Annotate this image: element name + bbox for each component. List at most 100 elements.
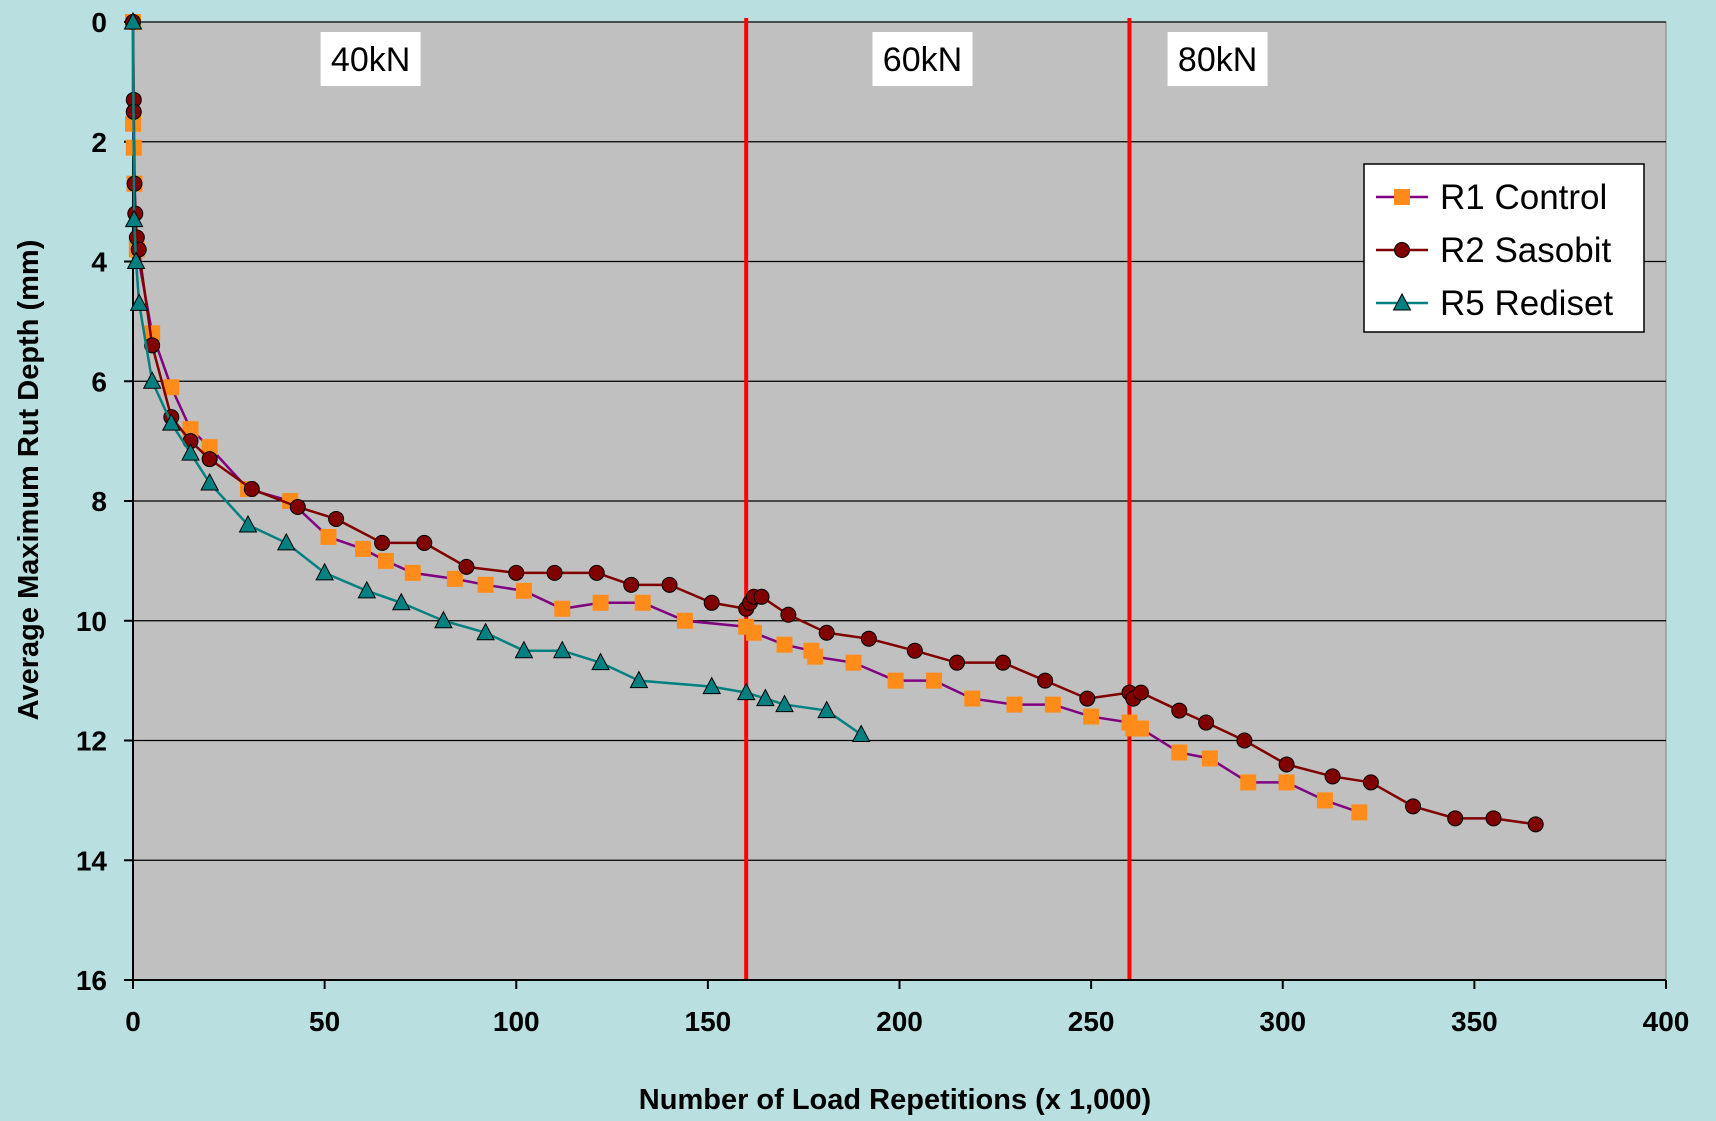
- y-axis-title: Average Maximum Rut Depth (mm): [13, 240, 45, 721]
- x-tick-label: 200: [876, 1006, 923, 1037]
- legend-label: R5 Rediset: [1440, 284, 1613, 323]
- data-point: [948, 654, 965, 671]
- legend-label: R1 Control: [1440, 178, 1607, 217]
- data-point: [181, 443, 200, 461]
- y-tick-label: 4: [91, 247, 107, 278]
- data-point: [703, 594, 720, 611]
- region-label-box: 40kN: [320, 32, 421, 86]
- data-point: [1198, 714, 1215, 731]
- legend-entry: R5 Rediset: [1376, 284, 1613, 323]
- legend-label: R2 Sasobit: [1440, 231, 1611, 270]
- data-point: [546, 564, 563, 581]
- data-point: [1171, 702, 1188, 719]
- data-point: [434, 610, 453, 629]
- data-point: [964, 690, 981, 707]
- data-point: [476, 622, 495, 641]
- region-label-box: 60kN: [872, 32, 973, 86]
- data-point: [144, 325, 161, 342]
- data-point: [1236, 732, 1253, 749]
- data-point: [775, 694, 794, 713]
- y-tick-label: 16: [76, 965, 107, 996]
- data-point: [354, 540, 371, 557]
- x-axis-title: Number of Load Repetitions (x 1,000): [639, 1084, 1151, 1116]
- load-boundary-lines: [744, 18, 1132, 980]
- data-point: [845, 654, 862, 671]
- data-point: [142, 371, 162, 389]
- data-point: [201, 451, 218, 468]
- data-point: [404, 564, 421, 581]
- data-point: [130, 241, 147, 258]
- data-point: [994, 654, 1011, 671]
- data-point: [661, 576, 678, 593]
- x-tick-label: 300: [1259, 1006, 1306, 1037]
- data-point: [1201, 750, 1218, 767]
- data-point: [1083, 708, 1100, 725]
- data-point: [1351, 804, 1368, 821]
- data-point: [1278, 756, 1295, 773]
- data-point: [1324, 768, 1341, 785]
- data-point: [328, 510, 345, 527]
- data-point: [588, 564, 605, 581]
- data-point: [200, 472, 219, 491]
- data-point: [416, 534, 433, 551]
- data-point: [1132, 684, 1149, 701]
- data-point: [508, 564, 525, 581]
- data-point: [736, 682, 756, 701]
- x-tick-label: 350: [1451, 1006, 1498, 1037]
- x-tick-label: 100: [493, 1006, 540, 1037]
- data-point: [592, 594, 609, 611]
- data-point: [1485, 810, 1502, 827]
- x-tick-label: 150: [685, 1006, 732, 1037]
- y-tick-label: 12: [76, 726, 107, 757]
- data-point: [807, 648, 824, 665]
- load-region-labels: 40kN 60kN 80kN: [320, 32, 1268, 86]
- data-point: [1006, 696, 1023, 713]
- data-point: [745, 624, 762, 641]
- region-label-text: 40kN: [331, 41, 410, 79]
- data-point: [554, 600, 571, 617]
- legend-entry: R2 Sasobit: [1376, 231, 1611, 270]
- data-point: [126, 251, 146, 269]
- data-point: [552, 640, 572, 659]
- data-point: [357, 580, 377, 599]
- series-r5-rediset: [123, 11, 871, 743]
- data-point: [780, 606, 797, 623]
- legend-marker: [1392, 292, 1412, 311]
- legend-marker: [1394, 242, 1410, 258]
- data-point: [925, 672, 942, 689]
- data-point: [1278, 774, 1295, 791]
- data-point: [123, 11, 143, 30]
- data-point: [515, 582, 532, 599]
- data-point: [851, 724, 871, 743]
- region-label-background: [872, 32, 973, 86]
- series-lines: [123, 11, 1544, 833]
- region-label-background: [1167, 32, 1268, 86]
- legend: R1 Control R2 Sasobit R5 Rediset: [1363, 163, 1645, 333]
- data-point: [1171, 744, 1188, 761]
- data-point: [817, 700, 837, 719]
- data-point: [315, 562, 334, 581]
- y-tick-label: 6: [91, 366, 107, 397]
- data-point: [377, 552, 394, 569]
- data-point: [477, 576, 494, 593]
- data-point: [161, 413, 181, 431]
- data-point: [289, 498, 306, 515]
- data-point: [1362, 774, 1379, 791]
- data-point: [1079, 690, 1096, 707]
- y-tick-label: 10: [76, 606, 107, 637]
- data-point: [860, 630, 877, 647]
- legend-entry: R1 Control: [1376, 178, 1607, 217]
- data-point: [320, 528, 337, 545]
- data-point: [623, 576, 640, 593]
- x-tick-label: 50: [309, 1006, 340, 1037]
- data-point: [1316, 792, 1333, 809]
- data-point: [591, 652, 610, 671]
- data-point: [634, 594, 651, 611]
- data-point: [676, 612, 693, 629]
- data-point: [887, 672, 904, 689]
- data-point: [374, 534, 391, 551]
- data-point: [458, 558, 475, 575]
- data-point: [144, 337, 161, 354]
- data-point: [756, 688, 775, 707]
